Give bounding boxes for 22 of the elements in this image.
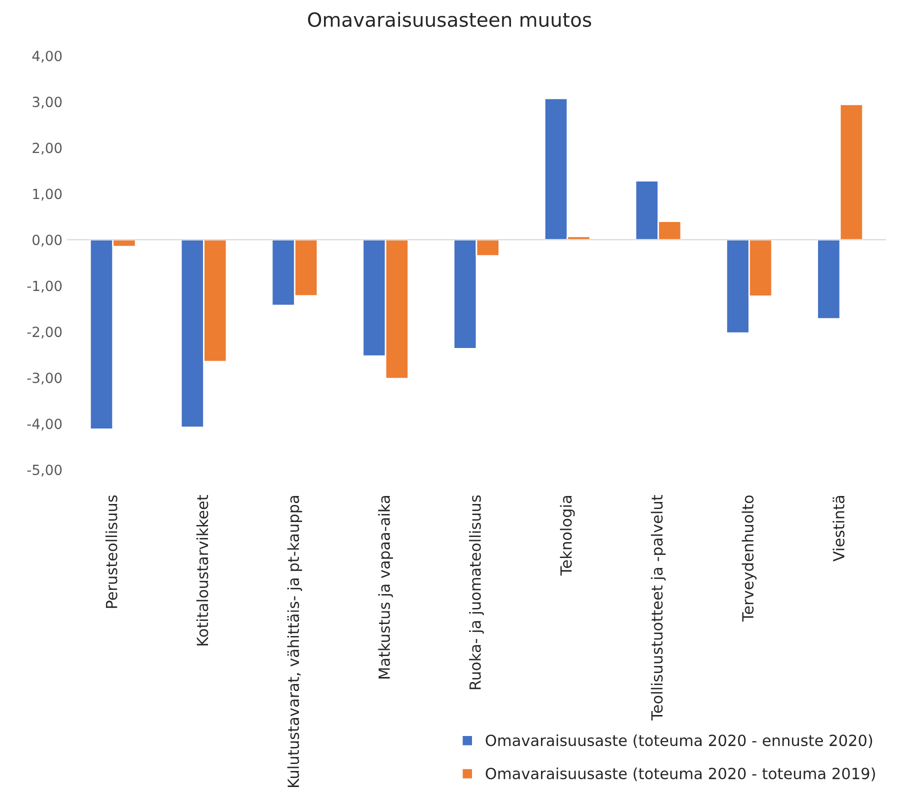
x-tick-label: Teollisuustuotteet ja -palvelut xyxy=(650,495,666,720)
legend-label: Omavaraisuusaste (toteuma 2020 - ennuste 2020) xyxy=(486,734,872,748)
x-tick-label: Matkustus ja vapaa-aika xyxy=(378,496,393,679)
x-tick-label: Terveydenhuolto xyxy=(742,495,757,622)
y-tick-label: 2,00 xyxy=(32,142,62,155)
y-tick-label: -5,00 xyxy=(27,464,62,477)
y-tick-label: -4,00 xyxy=(27,418,62,431)
x-tick-label: Ruoka- ja juomateollisuus xyxy=(469,495,484,690)
x-tick-label: Kulutustavarat, vähittäis- ja pt-kauppa xyxy=(287,496,302,788)
x-tick-label: Kotitaloustarvikkeet xyxy=(196,495,208,646)
y-tick-label: -3,00 xyxy=(27,372,62,385)
x-tick-label: Teknologia xyxy=(560,496,575,576)
y-tick-label: 1,00 xyxy=(33,188,62,201)
legend-label: Omavaraisuusaste (toteuma 2020 - toteuma 2019) xyxy=(486,767,875,782)
x-tick-label: Viestintä xyxy=(832,496,844,562)
chart-title: Omavaraisuusasteen muutos xyxy=(308,12,592,27)
y-tick-label: -2,00 xyxy=(27,326,62,339)
x-tick-label: Perusteollisuus xyxy=(105,495,118,608)
y-tick-label: 4,00 xyxy=(32,50,62,63)
y-tick-label: 0,00 xyxy=(32,234,62,247)
y-tick-label: 3,00 xyxy=(32,96,62,109)
y-tick-label: -1,00 xyxy=(27,280,62,293)
